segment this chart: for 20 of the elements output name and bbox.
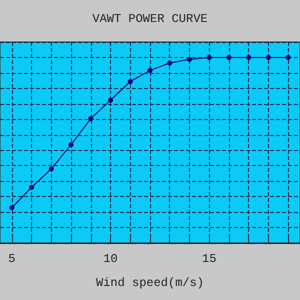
point — [29, 184, 34, 190]
point — [48, 166, 54, 172]
x-tick-label: 15 — [202, 252, 216, 266]
x-tick-label: 10 — [103, 252, 118, 266]
point — [246, 54, 252, 60]
chart-title: VAWT POWER CURVE — [92, 12, 208, 26]
point — [108, 98, 114, 103]
point — [186, 56, 192, 62]
point — [206, 54, 212, 60]
point — [9, 205, 14, 210]
point — [148, 68, 152, 73]
point — [88, 116, 94, 122]
point — [226, 54, 232, 60]
point — [266, 54, 271, 60]
point — [286, 54, 291, 60]
point — [128, 79, 133, 84]
point — [68, 142, 74, 148]
x-axis-title: Wind speed(m/s) — [96, 276, 204, 290]
point — [167, 60, 172, 66]
x-tick-label: 5 — [8, 252, 16, 266]
